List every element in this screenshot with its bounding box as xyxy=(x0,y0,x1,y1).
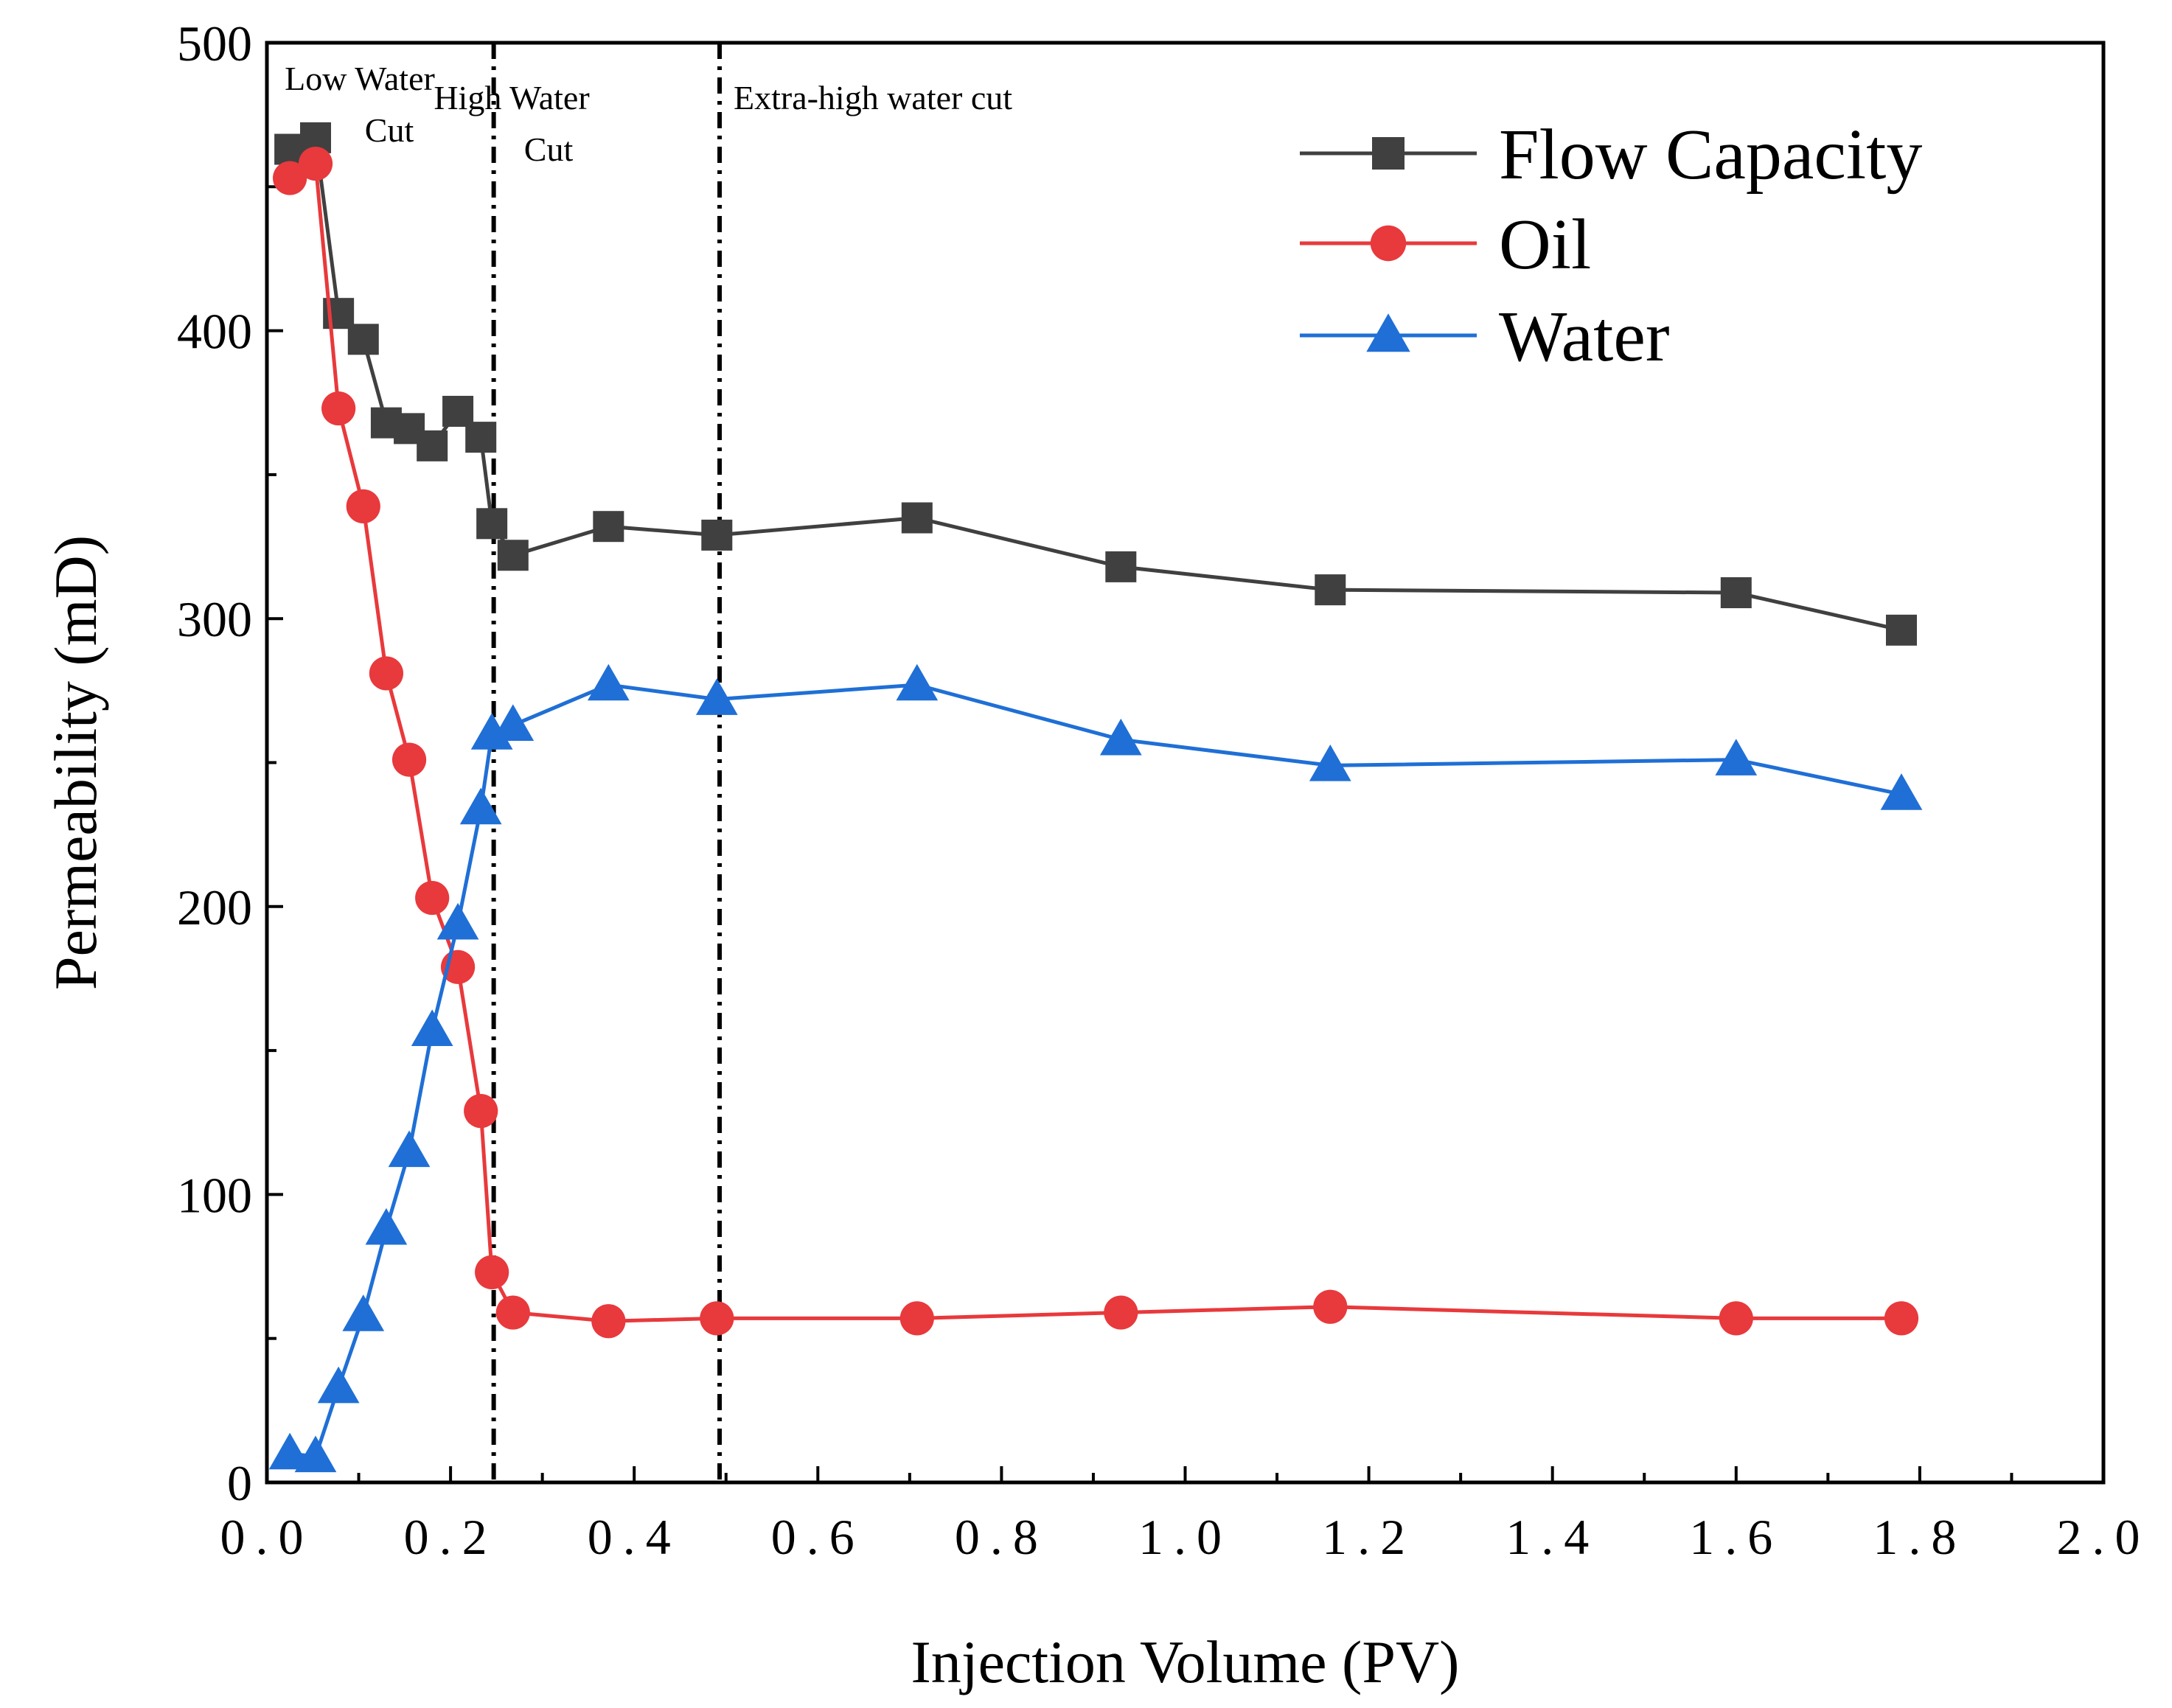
legend-label: Oil xyxy=(1499,205,1591,285)
y-tick-label: 300 xyxy=(177,591,252,647)
region-label-extra: Extra-high water cut xyxy=(734,79,1012,116)
data-point xyxy=(346,489,380,523)
data-point xyxy=(701,519,733,551)
data-point xyxy=(1313,1289,1348,1324)
data-point xyxy=(591,1304,626,1339)
data-point xyxy=(495,1295,530,1330)
data-point xyxy=(1099,718,1142,756)
x-tick-label: 1.4 xyxy=(1506,1509,1599,1565)
data-point xyxy=(1720,577,1752,609)
region-dividers xyxy=(491,43,723,1482)
x-tick-label: 1.6 xyxy=(1689,1509,1783,1565)
data-point xyxy=(593,511,624,543)
data-point xyxy=(899,1301,934,1336)
data-point xyxy=(436,902,479,940)
data-point xyxy=(365,1207,408,1245)
legend-marker xyxy=(1370,225,1407,262)
data-point xyxy=(317,1366,360,1404)
x-tick-label: 0.6 xyxy=(771,1509,865,1565)
legend-marker xyxy=(1372,137,1405,170)
legend-item-water: Water xyxy=(1300,297,1670,377)
data-point xyxy=(1880,773,1923,810)
data-point xyxy=(391,742,427,777)
data-point xyxy=(388,1130,431,1168)
y-tick-label: 200 xyxy=(177,879,252,935)
series-water xyxy=(268,663,1923,1473)
data-point xyxy=(417,430,448,461)
data-point xyxy=(464,1094,498,1129)
data-point xyxy=(1105,551,1137,582)
data-point xyxy=(901,502,933,534)
legend: Flow Capacity Oil Water xyxy=(1300,115,1922,377)
region-label-high: High Water xyxy=(434,79,589,116)
data-point xyxy=(459,787,502,825)
data-point xyxy=(1715,739,1758,775)
data-point xyxy=(1104,1295,1138,1330)
region-annotations: Low Water Cut High Water Cut Extra-high wate… xyxy=(285,60,1012,168)
data-point xyxy=(321,391,356,426)
x-tick-label: 2.0 xyxy=(2057,1509,2151,1565)
x-tick-label: 0.8 xyxy=(955,1509,1048,1565)
data-point xyxy=(695,678,738,715)
data-point xyxy=(298,146,333,181)
y-tick-label: 500 xyxy=(177,15,252,72)
data-point xyxy=(347,324,379,355)
x-tick-label: 0.0 xyxy=(220,1509,314,1565)
data-point xyxy=(1315,574,1346,606)
data-point xyxy=(273,161,307,195)
y-tick-label: 400 xyxy=(177,304,252,360)
data-point xyxy=(268,1432,311,1470)
data-point xyxy=(442,395,474,427)
data-point xyxy=(294,1435,337,1473)
data-point xyxy=(896,663,939,701)
data-point xyxy=(1884,1301,1919,1336)
x-tick-label: 0.2 xyxy=(404,1509,498,1565)
region-label-low: Low Water xyxy=(285,60,435,97)
series-oil xyxy=(273,146,1919,1339)
data-point xyxy=(1309,745,1351,781)
legend-label: Water xyxy=(1499,297,1670,377)
data-point xyxy=(476,508,508,540)
x-axis-title: Injection Volume (PV) xyxy=(911,1628,1459,1695)
legend-item-oil: Oil xyxy=(1300,205,1591,285)
data-point xyxy=(1885,614,1917,646)
axes: 0.0 0.2 0.4 0.6 0.8 1.0 1.2 1.4 1.6 1.8 2.0 0 100 200… xyxy=(177,15,2151,1565)
x-tick-label: 0.4 xyxy=(588,1509,681,1565)
y-axis-title: Permeability (mD) xyxy=(42,535,109,990)
x-tick-label: 1.8 xyxy=(1873,1509,1966,1565)
data-point xyxy=(1719,1301,1753,1336)
data-point xyxy=(342,1294,385,1331)
legend-item-flow-capacity: Flow Capacity xyxy=(1300,115,1922,195)
data-point xyxy=(475,1255,509,1289)
data-point xyxy=(369,656,404,691)
y-tick-label: 0 xyxy=(227,1455,252,1511)
region-label-high: Cut xyxy=(524,130,574,168)
data-point xyxy=(465,422,497,453)
data-point xyxy=(497,540,529,571)
legend-marker xyxy=(1366,313,1410,352)
data-point xyxy=(587,663,630,701)
data-point xyxy=(700,1301,734,1336)
x-tick-label: 1.2 xyxy=(1322,1509,1416,1565)
series-flow-capacity xyxy=(274,122,1917,646)
data-series xyxy=(268,122,1923,1473)
x-tick-label: 1.0 xyxy=(1138,1509,1232,1565)
legend-label: Flow Capacity xyxy=(1499,115,1922,195)
y-tick-label: 100 xyxy=(177,1167,252,1223)
data-point xyxy=(492,704,535,741)
data-point xyxy=(415,880,450,916)
data-point xyxy=(411,1009,453,1047)
region-label-low: Cut xyxy=(365,111,414,149)
